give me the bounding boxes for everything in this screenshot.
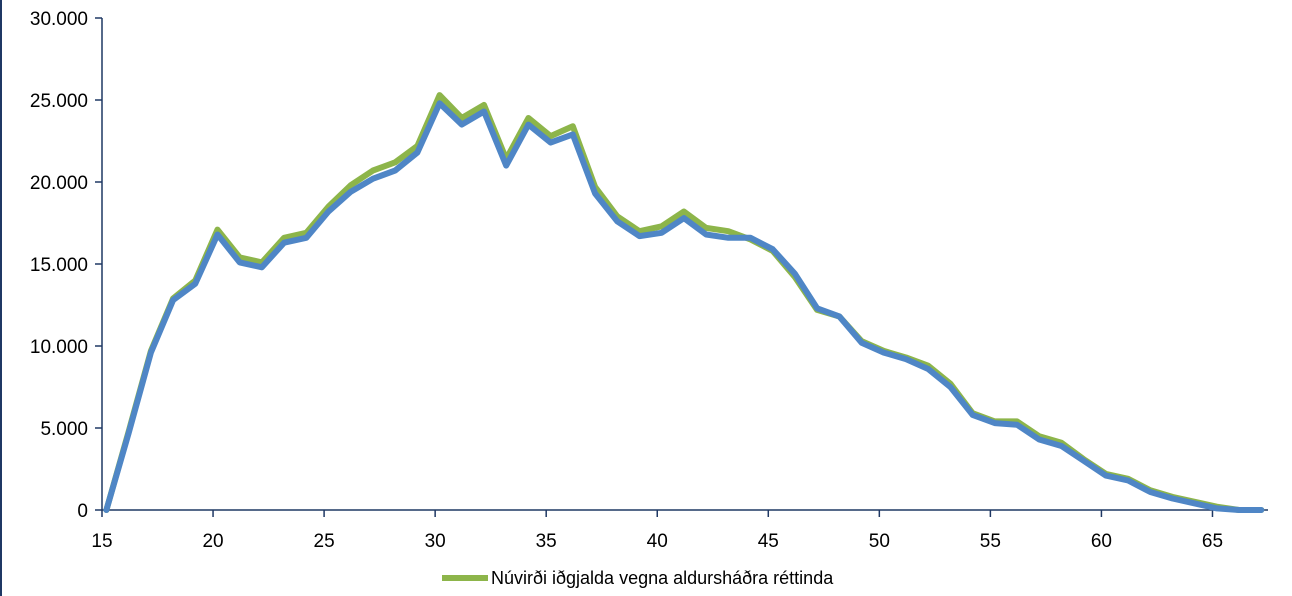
x-tick-label: 40 <box>647 531 668 552</box>
chart-frame-left-border <box>0 0 2 596</box>
x-tick-label: 15 <box>91 531 112 552</box>
y-tick-label: 5.000 <box>40 419 88 440</box>
x-tick-label: 30 <box>425 531 446 552</box>
x-tick-label: 45 <box>758 531 779 552</box>
x-tick-label: 60 <box>1091 531 1112 552</box>
x-tick-label: 35 <box>536 531 557 552</box>
y-tick-label: 25.000 <box>30 91 88 112</box>
y-tick-label: 30.000 <box>30 9 88 30</box>
series-line-2 <box>103 100 1265 513</box>
y-tick-label: 20.000 <box>30 173 88 194</box>
series-line-1 <box>103 92 1265 513</box>
y-tick-label: 10.000 <box>30 337 88 358</box>
legend-label: Núvirði iðgjalda vegna aldursháðra rétti… <box>491 568 834 588</box>
x-tick-label: 65 <box>1202 531 1223 552</box>
y-tick-label: 0 <box>77 501 88 522</box>
y-tick-label: 15.000 <box>30 255 88 276</box>
x-tick-label: 20 <box>202 531 223 552</box>
x-tick-label: 55 <box>980 531 1001 552</box>
x-tick-label: 25 <box>314 531 335 552</box>
x-tick-label: 50 <box>869 531 890 552</box>
